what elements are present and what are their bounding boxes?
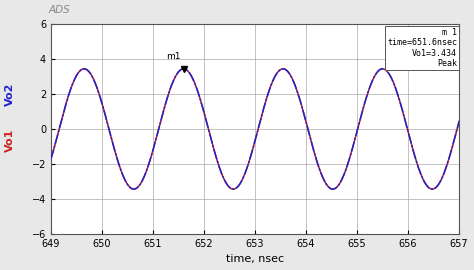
Text: m 1
time=651.6nsec
Vo1=3.434
Peak: m 1 time=651.6nsec Vo1=3.434 Peak	[387, 28, 457, 68]
Text: m1: m1	[166, 52, 181, 61]
X-axis label: time, nsec: time, nsec	[226, 254, 284, 264]
Text: Vo2: Vo2	[5, 83, 16, 106]
Text: Vo1: Vo1	[5, 129, 16, 152]
Text: ADS: ADS	[49, 5, 71, 15]
